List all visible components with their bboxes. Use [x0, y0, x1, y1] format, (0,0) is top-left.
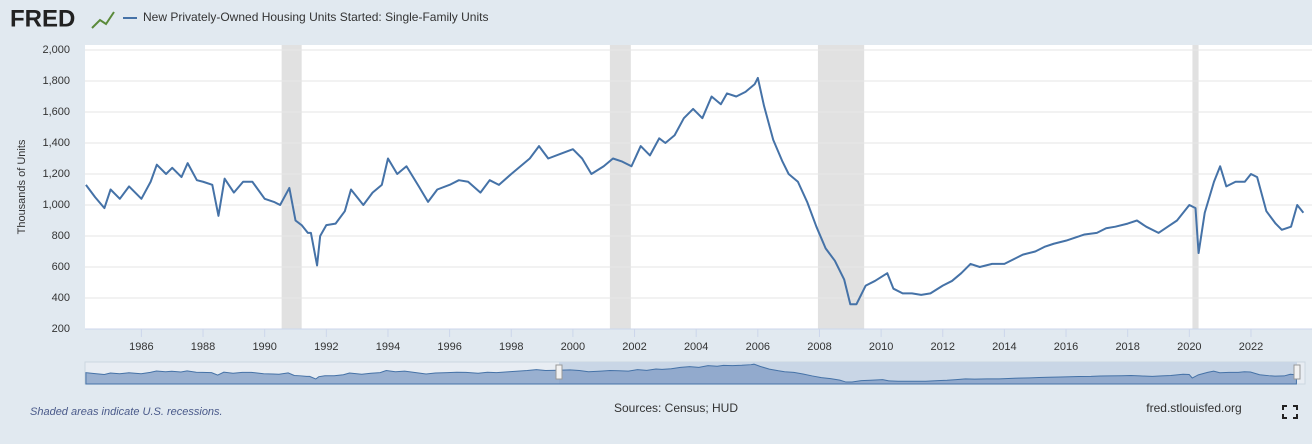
- x-tick-label: 2018: [1115, 341, 1139, 353]
- navigator-handle[interactable]: [555, 364, 563, 380]
- logo-icon: [91, 11, 115, 29]
- y-tick-label: 1,000: [42, 199, 70, 211]
- y-tick-label: 2,000: [42, 44, 70, 56]
- site-link[interactable]: fred.stlouisfed.org: [1146, 401, 1241, 415]
- y-axis-label: Thousands of Units: [16, 139, 28, 234]
- x-tick-label: 2012: [931, 341, 955, 353]
- x-tick-label: 2010: [869, 341, 893, 353]
- x-tick-label: 1988: [191, 341, 215, 353]
- x-tick-label: 2020: [1177, 341, 1201, 353]
- recession-note: Shaded areas indicate U.S. recessions.: [30, 406, 223, 418]
- x-tick-label: 2006: [746, 341, 770, 353]
- y-tick-label: 1,200: [42, 168, 70, 180]
- x-tick-label: 2014: [992, 341, 1016, 353]
- x-tick-label: 2008: [807, 341, 831, 353]
- x-tick-label: 2002: [622, 341, 646, 353]
- plot-area: [85, 45, 1312, 329]
- navigator-handle[interactable]: [1293, 364, 1301, 380]
- x-tick-label: 1998: [499, 341, 523, 353]
- recession-band: [281, 45, 302, 329]
- y-tick-label: 1,400: [42, 137, 70, 149]
- x-tick-label: 1996: [437, 341, 461, 353]
- x-tick-label: 1992: [314, 341, 338, 353]
- fullscreen-button[interactable]: [1282, 405, 1298, 419]
- recession-band: [817, 45, 865, 329]
- x-tick-label: 1994: [376, 341, 400, 353]
- x-tick-label: 1990: [252, 341, 276, 353]
- source: Sources: Census; HUD: [614, 401, 738, 415]
- x-tick-label: 2022: [1239, 341, 1263, 353]
- y-tick-label: 1,600: [42, 106, 70, 118]
- y-tick-label: 1,800: [42, 75, 70, 87]
- recession-band: [609, 45, 631, 329]
- y-tick-label: 600: [52, 261, 70, 273]
- series-line: [85, 76, 1305, 306]
- logo: FRED: [10, 5, 75, 32]
- x-tick-label: 2004: [684, 341, 708, 353]
- y-tick-label: 400: [52, 292, 70, 304]
- y-tick-label: 800: [52, 230, 70, 242]
- navigator-series: [85, 363, 1297, 385]
- recession-band: [1192, 45, 1199, 329]
- legend-label: New Privately-Owned Housing Units Starte…: [143, 10, 488, 24]
- x-tick-label: 1986: [129, 341, 153, 353]
- y-tick-label: 200: [52, 323, 70, 335]
- x-tick-label: 2016: [1054, 341, 1078, 353]
- x-tick-label: 2000: [561, 341, 585, 353]
